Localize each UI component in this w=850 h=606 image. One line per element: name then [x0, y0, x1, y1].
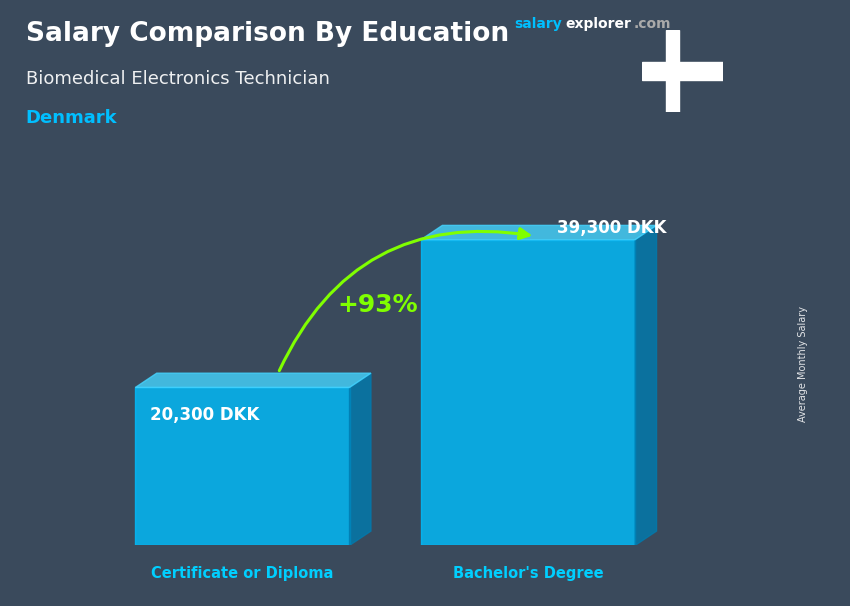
- Text: salary: salary: [514, 17, 562, 31]
- Text: Average Monthly Salary: Average Monthly Salary: [798, 305, 808, 422]
- Text: Salary Comparison By Education: Salary Comparison By Education: [26, 21, 508, 47]
- Bar: [666, 30, 679, 112]
- Text: +93%: +93%: [337, 293, 418, 318]
- Polygon shape: [135, 373, 371, 387]
- Text: Bachelor's Degree: Bachelor's Degree: [453, 565, 604, 581]
- Text: .com: .com: [633, 17, 671, 31]
- Polygon shape: [635, 225, 656, 545]
- Text: explorer: explorer: [565, 17, 631, 31]
- Polygon shape: [421, 240, 635, 545]
- Polygon shape: [349, 373, 371, 545]
- Polygon shape: [135, 387, 349, 545]
- Text: Denmark: Denmark: [26, 109, 117, 127]
- Polygon shape: [421, 225, 656, 240]
- Bar: [642, 62, 722, 80]
- Text: Biomedical Electronics Technician: Biomedical Electronics Technician: [26, 70, 329, 88]
- Text: 39,300 DKK: 39,300 DKK: [557, 219, 666, 236]
- Text: 20,300 DKK: 20,300 DKK: [150, 405, 259, 424]
- Text: Certificate or Diploma: Certificate or Diploma: [151, 565, 333, 581]
